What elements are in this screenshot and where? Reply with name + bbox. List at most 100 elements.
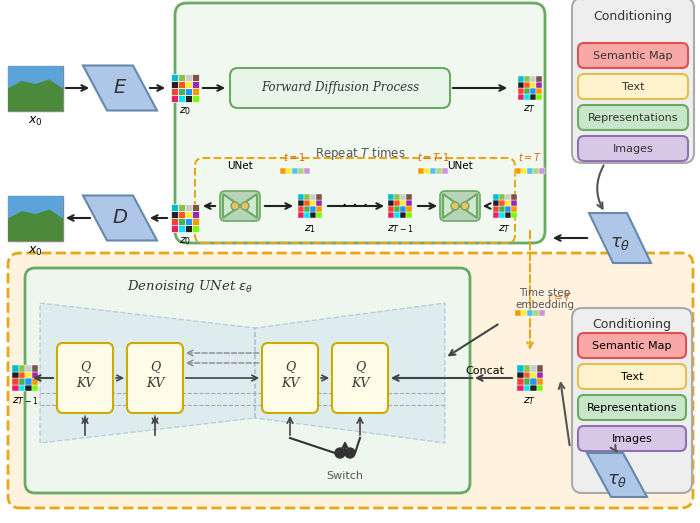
Circle shape <box>451 202 459 210</box>
Bar <box>530 365 536 371</box>
Polygon shape <box>460 194 477 218</box>
Bar <box>178 88 185 95</box>
Bar <box>8 65 62 110</box>
Bar <box>192 211 199 218</box>
FancyBboxPatch shape <box>25 268 470 493</box>
Bar <box>517 371 524 378</box>
Bar <box>521 168 527 174</box>
Polygon shape <box>83 65 157 110</box>
Bar <box>530 76 536 82</box>
Text: Conditioning: Conditioning <box>594 10 673 23</box>
Bar <box>178 211 185 218</box>
Text: Representations: Representations <box>588 113 678 123</box>
Bar <box>8 65 62 88</box>
Bar <box>25 365 32 371</box>
Bar <box>171 88 178 95</box>
Bar <box>515 310 521 316</box>
Bar <box>530 384 536 391</box>
Bar <box>185 211 192 218</box>
Bar <box>493 194 499 200</box>
Circle shape <box>461 202 469 210</box>
Bar <box>32 371 38 378</box>
Text: $t=T$-$1$: $t=T$-$1$ <box>416 151 449 163</box>
FancyBboxPatch shape <box>578 74 688 99</box>
Text: Denoising UNet $\varepsilon_\theta$: Denoising UNet $\varepsilon_\theta$ <box>127 278 253 295</box>
Bar <box>499 212 505 218</box>
Text: Q
KV: Q KV <box>281 360 299 390</box>
Bar <box>178 81 185 88</box>
Text: $z_0$: $z_0$ <box>179 105 191 117</box>
Bar <box>527 310 533 316</box>
Bar <box>18 378 25 384</box>
Text: Q
KV: Q KV <box>351 360 369 390</box>
Bar <box>304 212 310 218</box>
Bar <box>524 88 530 94</box>
Text: Text: Text <box>621 372 643 382</box>
Bar <box>185 218 192 225</box>
Bar <box>316 212 322 218</box>
Bar <box>32 365 38 371</box>
FancyBboxPatch shape <box>440 191 480 221</box>
Text: · · ·: · · · <box>342 197 368 215</box>
Bar <box>316 194 322 200</box>
Bar <box>12 384 18 391</box>
FancyBboxPatch shape <box>332 343 388 413</box>
Bar <box>533 310 539 316</box>
Bar <box>400 206 406 212</box>
Bar <box>18 384 25 391</box>
FancyBboxPatch shape <box>572 0 694 163</box>
Bar <box>536 371 543 378</box>
Bar <box>171 218 178 225</box>
FancyBboxPatch shape <box>262 343 318 413</box>
Polygon shape <box>40 303 255 443</box>
Bar <box>171 211 178 218</box>
Bar <box>515 168 521 174</box>
Polygon shape <box>587 453 647 497</box>
Text: Semantic Map: Semantic Map <box>592 341 672 351</box>
Bar <box>530 371 536 378</box>
Bar <box>530 82 536 88</box>
Bar <box>178 204 185 211</box>
Bar <box>406 212 412 218</box>
Bar <box>310 194 316 200</box>
Bar <box>436 168 442 174</box>
Text: Concat: Concat <box>466 366 505 376</box>
Text: Images: Images <box>612 144 653 154</box>
FancyBboxPatch shape <box>578 395 686 420</box>
Text: Semantic Map: Semantic Map <box>594 51 673 61</box>
Bar <box>316 206 322 212</box>
Bar <box>524 76 530 82</box>
Text: $E$: $E$ <box>113 79 127 97</box>
Bar <box>517 365 524 371</box>
Text: $t=T$: $t=T$ <box>518 151 542 163</box>
Bar <box>524 82 530 88</box>
Bar <box>505 212 511 218</box>
Polygon shape <box>443 194 460 218</box>
Bar <box>524 365 530 371</box>
Bar <box>192 95 199 102</box>
Text: $z_1$: $z_1$ <box>304 223 316 235</box>
Bar <box>518 94 524 100</box>
Bar <box>424 168 430 174</box>
Polygon shape <box>255 303 445 443</box>
Bar <box>505 194 511 200</box>
Text: Switch: Switch <box>326 471 363 481</box>
Bar <box>511 212 517 218</box>
Text: Q
KV: Q KV <box>76 360 94 390</box>
Text: Text: Text <box>622 82 644 92</box>
Bar <box>192 74 199 81</box>
Bar <box>406 206 412 212</box>
FancyBboxPatch shape <box>578 426 686 451</box>
Bar <box>517 384 524 391</box>
Bar <box>185 88 192 95</box>
Text: $z_T$: $z_T$ <box>524 103 537 115</box>
Bar <box>171 204 178 211</box>
Bar <box>304 168 310 174</box>
Bar <box>499 200 505 206</box>
Bar <box>511 206 517 212</box>
Bar <box>493 206 499 212</box>
Bar <box>394 200 400 206</box>
Bar <box>25 371 32 378</box>
Text: $t=1$: $t=1$ <box>284 151 307 163</box>
Bar <box>280 168 286 174</box>
